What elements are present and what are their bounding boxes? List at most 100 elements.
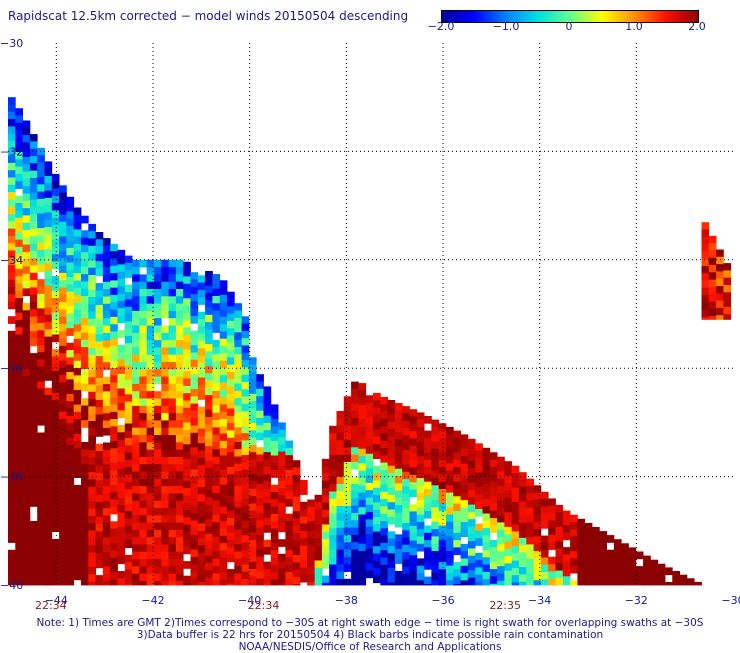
heatmap-cell xyxy=(708,235,717,244)
heatmap-cell xyxy=(424,467,432,475)
y-tick-label: −38 xyxy=(0,471,23,484)
heatmap-cell xyxy=(394,534,403,543)
heatmap-cell xyxy=(373,553,381,562)
heatmap-cell xyxy=(29,396,38,405)
heatmap-cell xyxy=(263,474,272,482)
heatmap-cell xyxy=(66,247,75,256)
heatmap-cell xyxy=(431,485,440,493)
heatmap-cell xyxy=(95,509,104,518)
heatmap-cell xyxy=(504,505,513,513)
heatmap-cell xyxy=(22,573,31,581)
heatmap-cell xyxy=(190,520,199,529)
heatmap-cell xyxy=(132,398,140,407)
heatmap-cell xyxy=(256,527,264,536)
heatmap-cell xyxy=(387,516,396,525)
heatmap-cell xyxy=(394,490,403,499)
heatmap-cell xyxy=(212,274,221,282)
heatmap-cell xyxy=(409,431,418,439)
heatmap-cell xyxy=(234,514,242,523)
heatmap-cell xyxy=(161,581,169,586)
heatmap-cell xyxy=(248,408,257,417)
heatmap-cell xyxy=(22,142,31,151)
heatmap-cell xyxy=(168,471,177,480)
heatmap-cell xyxy=(555,504,564,513)
heatmap-cell xyxy=(263,452,272,460)
heatmap-cell xyxy=(154,325,162,334)
colorbar xyxy=(441,10,699,23)
heatmap-cell xyxy=(358,383,367,391)
heatmap-cell xyxy=(15,473,23,481)
heatmap-cell xyxy=(88,537,96,546)
heatmap-cell xyxy=(292,533,301,541)
heatmap-cell xyxy=(256,432,264,441)
heatmap-cell xyxy=(321,582,330,586)
heatmap-cell xyxy=(66,569,75,577)
heatmap-cell xyxy=(15,108,23,116)
heatmap-cell xyxy=(241,389,250,397)
heatmap-cell xyxy=(73,572,82,581)
heatmap-cell xyxy=(205,468,213,476)
heatmap-cell xyxy=(73,295,82,303)
heatmap-cell xyxy=(175,325,184,334)
heatmap-cell xyxy=(314,509,323,518)
heatmap-cell xyxy=(110,309,118,318)
heatmap-cell xyxy=(146,325,155,334)
heatmap-cell xyxy=(139,413,148,421)
heatmap-cell xyxy=(205,490,213,498)
heatmap-cell xyxy=(37,374,45,382)
heatmap-cell xyxy=(102,537,111,546)
heatmap-cell xyxy=(599,567,607,576)
heatmap-cell xyxy=(59,426,67,434)
heatmap-cell xyxy=(22,507,31,516)
heatmap-cell xyxy=(22,478,31,486)
heatmap-cell xyxy=(66,313,75,322)
heatmap-cell xyxy=(460,485,469,494)
heatmap-cell xyxy=(248,452,257,460)
heatmap-cell xyxy=(197,377,206,386)
heatmap-cell xyxy=(205,482,213,491)
heatmap-cell xyxy=(263,408,272,416)
heatmap-cell xyxy=(190,367,199,375)
heatmap-cell xyxy=(511,582,520,586)
heatmap-cell xyxy=(256,410,264,419)
heatmap-cell xyxy=(146,420,155,429)
heatmap-cell xyxy=(37,228,45,236)
heatmap-cell xyxy=(212,449,221,457)
heatmap-cell xyxy=(263,561,272,570)
heatmap-cell xyxy=(81,303,89,311)
heatmap-cell xyxy=(292,562,301,571)
heatmap-cell xyxy=(205,351,213,359)
heatmap-cell xyxy=(102,354,111,363)
heatmap-cell xyxy=(621,557,629,566)
heatmap-cell xyxy=(321,575,330,584)
heatmap-cell xyxy=(270,579,279,586)
heatmap-cell xyxy=(314,553,323,561)
heatmap-cell xyxy=(336,418,345,426)
heatmap-cell xyxy=(88,501,96,509)
heatmap-cell xyxy=(59,192,67,201)
heatmap-cell xyxy=(241,403,250,412)
heatmap-cell xyxy=(343,454,352,463)
heatmap-cell xyxy=(394,578,403,586)
heatmap-cell xyxy=(44,197,53,206)
heatmap-cell xyxy=(37,527,45,536)
heatmap-cell xyxy=(234,441,242,450)
heatmap-cell xyxy=(300,567,308,576)
heatmap-cell xyxy=(453,518,461,526)
heatmap-cell xyxy=(227,583,235,586)
heatmap-cell xyxy=(102,479,111,487)
heatmap-cell xyxy=(8,571,16,580)
heatmap-cell xyxy=(124,518,133,527)
heatmap-cell xyxy=(219,455,228,464)
heatmap-cell xyxy=(183,269,191,277)
heatmap-cell xyxy=(548,513,556,521)
heatmap-cell xyxy=(343,535,352,543)
heatmap-cell xyxy=(190,301,199,310)
heatmap-cell xyxy=(190,418,199,426)
heatmap-cell xyxy=(110,338,118,347)
heatmap-cell xyxy=(175,267,184,275)
heatmap-cell xyxy=(227,518,235,526)
heatmap-cell xyxy=(37,396,45,404)
heatmap-cell xyxy=(44,314,53,323)
heatmap-cell xyxy=(183,298,191,306)
